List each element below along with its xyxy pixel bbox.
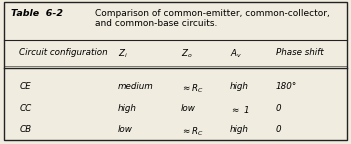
Text: $\approx$ 1: $\approx$ 1	[230, 104, 250, 115]
Text: Phase shift: Phase shift	[276, 48, 323, 56]
Text: Circuit configuration: Circuit configuration	[19, 48, 108, 56]
Text: $\approx R_C$: $\approx R_C$	[181, 125, 204, 138]
Text: CE: CE	[19, 82, 31, 91]
Text: and common-base circuits.: and common-base circuits.	[95, 19, 217, 28]
Text: Comparison of common-emitter, common-collector,: Comparison of common-emitter, common-col…	[95, 9, 330, 18]
Text: medium: medium	[118, 82, 153, 91]
Text: 0: 0	[276, 104, 281, 113]
Text: low: low	[118, 125, 132, 134]
Text: low: low	[181, 104, 196, 113]
Text: 180°: 180°	[276, 82, 297, 91]
Text: $\approx R_C$: $\approx R_C$	[181, 82, 204, 95]
Text: high: high	[118, 104, 137, 113]
Text: CC: CC	[19, 104, 32, 113]
Text: Table  6-2: Table 6-2	[11, 9, 62, 18]
Text: 0: 0	[276, 125, 281, 134]
Text: $Z_o$: $Z_o$	[181, 48, 192, 60]
Text: high: high	[230, 125, 249, 134]
Text: high: high	[230, 82, 249, 91]
Text: CB: CB	[19, 125, 32, 134]
Text: $Z_i$: $Z_i$	[118, 48, 127, 60]
Text: $A_v$: $A_v$	[230, 48, 242, 60]
